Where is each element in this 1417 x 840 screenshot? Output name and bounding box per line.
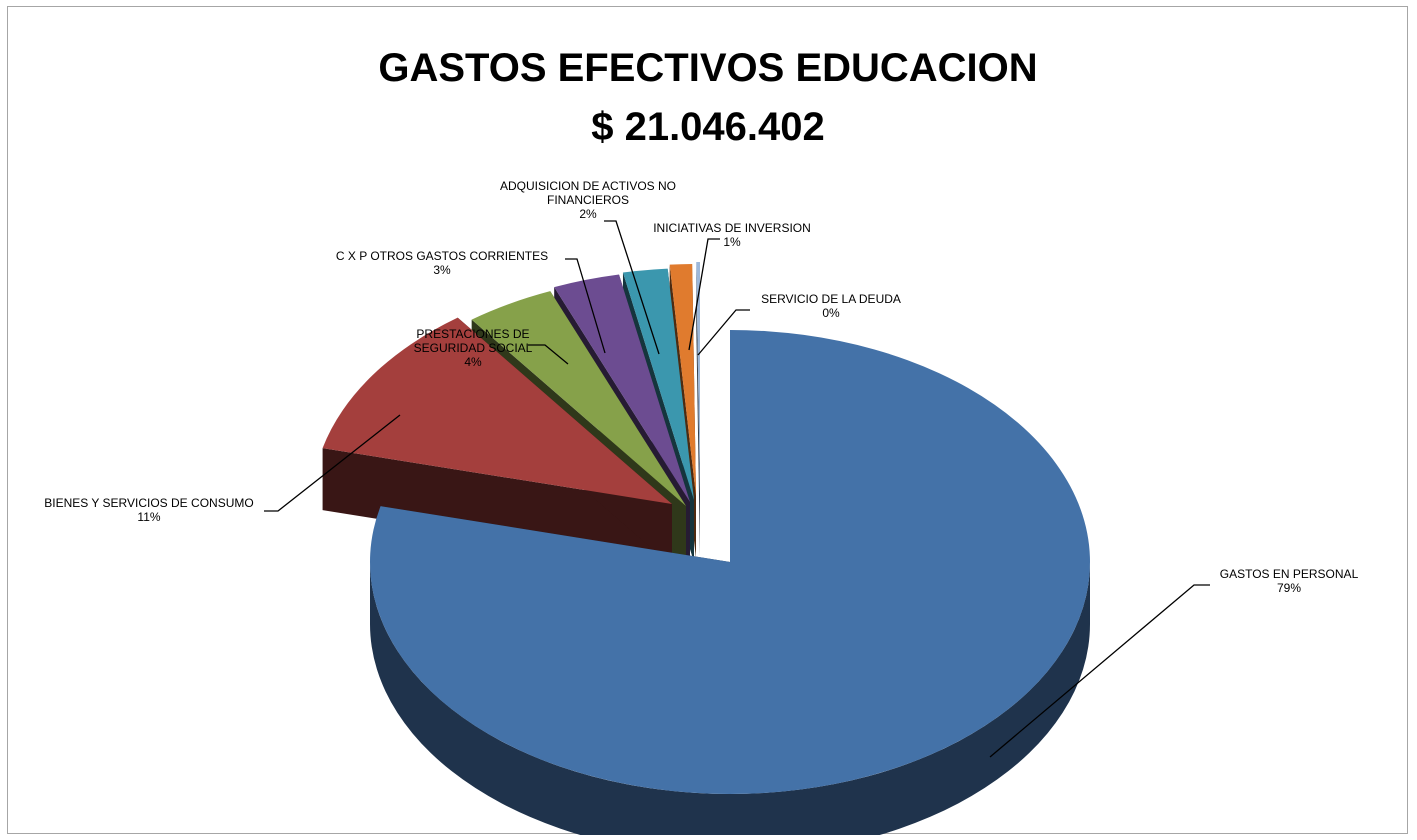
slice-cut-face [696, 262, 700, 556]
data-label-category: BIENES Y SERVICIOS DE CONSUMO [44, 496, 253, 510]
data-label-category: PRESTACIONES DE [416, 327, 529, 341]
slice-bienes-y-servicios-de-consumo [322, 317, 672, 566]
slices-layer [322, 262, 1090, 835]
slice-top-face [370, 330, 1090, 794]
data-label-percent: 3% [433, 263, 451, 277]
slice-top-face [322, 317, 672, 504]
leader-line [264, 414, 401, 512]
slice-top-face [669, 264, 696, 496]
data-label-category: ADQUISICION DE ACTIVOS NO [500, 179, 676, 193]
data-label-category: C X P OTROS GASTOS CORRIENTES [336, 249, 548, 263]
chart-frame: GASTOS EFECTIVOS EDUCACION $ 21.046.402 … [7, 6, 1408, 835]
leader-line [688, 238, 720, 351]
chart-subtitle: $ 21.046.402 [591, 105, 825, 149]
data-label-category: SERVICIO DE LA DEUDA [761, 292, 901, 306]
data-label-percent: 1% [723, 235, 741, 249]
data-label-category: INICIATIVAS DE INVERSION [653, 221, 811, 235]
data-label-percent: 2% [579, 207, 597, 221]
pie-chart: GASTOS EFECTIVOS EDUCACION $ 21.046.402 … [44, 46, 1359, 835]
slice-side-wall [370, 562, 1090, 835]
data-label-category: FINANCIEROS [547, 193, 629, 207]
slice-cut-face [322, 448, 672, 566]
leader-line [565, 258, 606, 354]
slice-top-face [696, 262, 700, 494]
slice-servicio-de-la-deuda [696, 262, 700, 556]
data-label-percent: 4% [464, 355, 482, 369]
data-label-percent: 11% [137, 510, 160, 524]
leader-line [528, 344, 569, 365]
slice-top-face [622, 268, 694, 500]
leader-line [989, 584, 1210, 758]
data-label-category: SEGURIDAD SOCIAL [414, 341, 533, 355]
chart-title: GASTOS EFECTIVOS EDUCACION [378, 46, 1037, 90]
data-label-percent: 0% [822, 306, 840, 320]
data-label-category: GASTOS EN PERSONAL [1220, 567, 1359, 581]
slice-gastos-en-personal [370, 330, 1090, 835]
leader-line [697, 309, 750, 356]
leader-line [604, 220, 660, 355]
slice-top-face [471, 291, 686, 506]
data-label-percent: 79% [1277, 581, 1301, 595]
slice-top-face [554, 274, 690, 502]
